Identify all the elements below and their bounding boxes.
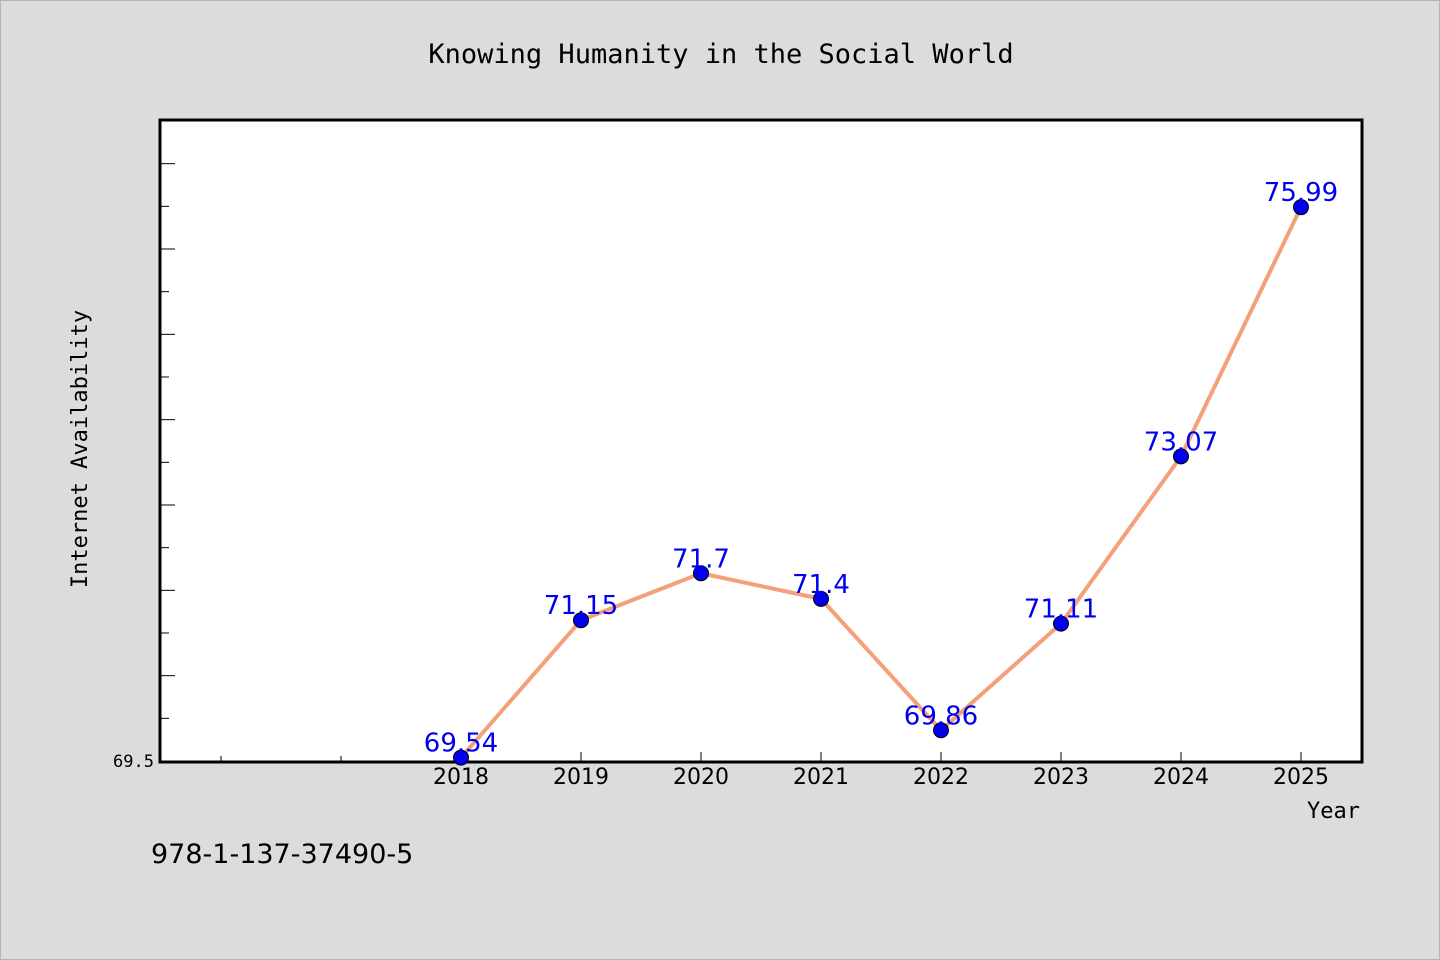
- chart-title: Knowing Humanity in the Social World: [428, 39, 1013, 70]
- data-series: 69.54 71.15 71.7 71.4 69.86 71.11 73.07 75.99: [424, 178, 1338, 766]
- data-point: [453, 749, 469, 766]
- x-tick-label: 2019: [553, 765, 609, 790]
- x-tick-label: 2022: [913, 765, 969, 790]
- x-tick-label: 2018: [433, 765, 489, 790]
- data-label: 71.15: [544, 591, 618, 621]
- data-label: 69.86: [904, 701, 978, 731]
- plot-area: [158, 118, 1364, 764]
- x-tick-label: 2020: [673, 765, 729, 790]
- x-axis-label: Year: [1307, 799, 1360, 824]
- x-tick-label: 2021: [793, 765, 849, 790]
- y-axis-label: Internet Availability: [68, 310, 93, 588]
- data-point: [1293, 199, 1309, 216]
- isbn-text: 978-1-137-37490-5: [151, 839, 413, 870]
- data-label: 71.4: [792, 570, 850, 600]
- data-point: [573, 612, 589, 629]
- y-tick-label: 69.5: [113, 752, 154, 772]
- data-point: [813, 590, 829, 607]
- x-tick-label: 2023: [1033, 765, 1089, 790]
- x-tick-label: 2025: [1273, 765, 1329, 790]
- data-point: [933, 722, 949, 739]
- data-label: 69.54: [424, 729, 498, 759]
- x-tick-label: 2024: [1153, 765, 1209, 790]
- series-line: [459, 206, 1303, 759]
- y-axis-ticks: [161, 120, 175, 762]
- data-label: 71.7: [672, 544, 730, 574]
- data-point: [693, 565, 709, 582]
- data-label: 73.07: [1144, 427, 1218, 457]
- data-label: 71.11: [1024, 595, 1098, 625]
- data-point: [1173, 448, 1189, 465]
- data-point: [1053, 615, 1069, 632]
- data-label: 75.99: [1264, 178, 1338, 208]
